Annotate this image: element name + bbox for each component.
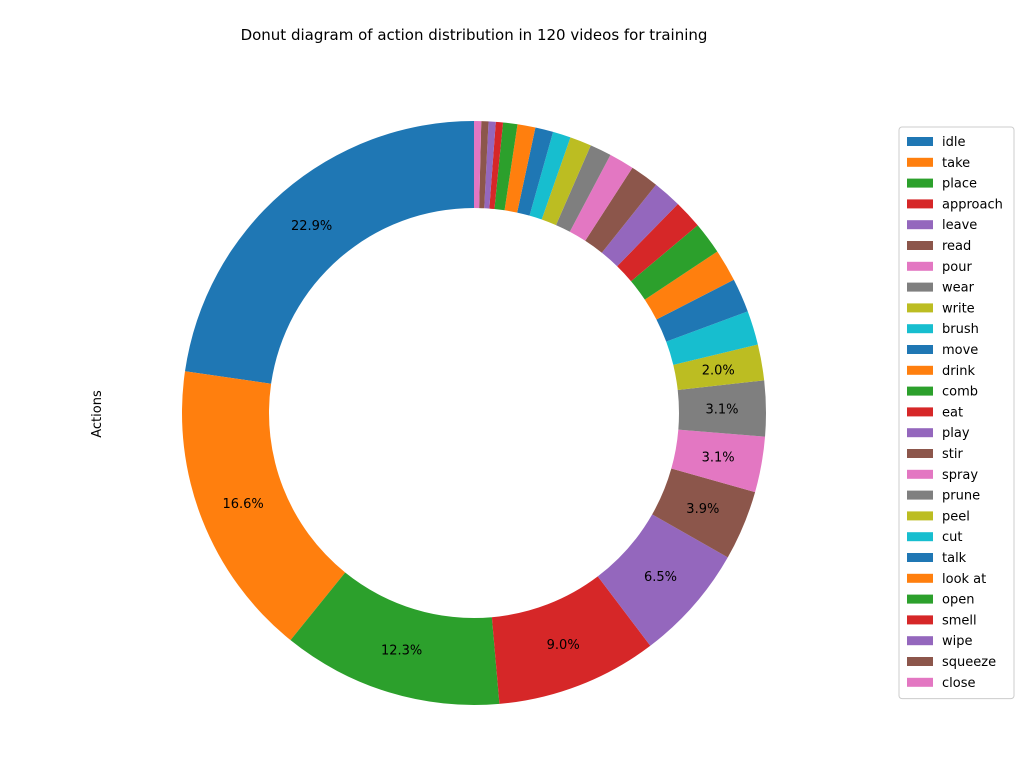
legend-label-write: write xyxy=(942,301,975,316)
slice-read xyxy=(652,468,756,558)
slice-spray xyxy=(569,154,633,241)
pct-label-write: 2.0% xyxy=(702,363,735,378)
legend-label-wipe: wipe xyxy=(942,634,973,649)
legend-label-cut: cut xyxy=(942,530,962,545)
slice-write xyxy=(673,344,765,391)
legend-label-brush: brush xyxy=(942,322,979,337)
legend-swatch-move xyxy=(907,345,933,354)
legend-swatch-take xyxy=(907,157,933,167)
slice-close xyxy=(474,121,482,209)
legend-swatch-eat xyxy=(907,407,933,417)
legend-swatch-spray xyxy=(907,469,933,479)
slice-talk xyxy=(517,127,554,216)
slice-brush xyxy=(666,311,758,365)
legend-swatch-talk xyxy=(907,553,933,562)
legend-label-leave: leave xyxy=(942,218,977,233)
legend-label-play: play xyxy=(942,426,970,441)
legend-label-squeeze: squeeze xyxy=(942,655,996,670)
slice-pour xyxy=(671,429,766,493)
legend-swatch-pour xyxy=(907,261,933,271)
legend-label-spray: spray xyxy=(942,468,978,483)
legend-swatch-look-at xyxy=(907,573,933,583)
legend-label-eat: eat xyxy=(942,405,963,420)
pct-label-idle: 22.9% xyxy=(291,219,332,234)
legend-label-open: open xyxy=(942,593,974,608)
legend-label-peel: peel xyxy=(942,509,970,524)
legend-swatch-drink xyxy=(907,365,933,375)
slice-squeeze xyxy=(479,121,489,209)
y-axis-label: Actions xyxy=(90,390,105,438)
slice-wipe xyxy=(484,121,496,209)
legend-swatch-squeeze xyxy=(907,657,933,666)
legend-label-idle: idle xyxy=(942,135,965,150)
legend-swatch-play xyxy=(907,428,933,438)
legend-label-close: close xyxy=(942,676,975,691)
legend-label-talk: talk xyxy=(942,551,967,566)
slice-take xyxy=(182,371,346,641)
legend: idle take place approach leave read pour wear wr… xyxy=(898,126,1015,700)
legend-swatch-approach xyxy=(907,199,933,209)
legend-label-stir: stir xyxy=(942,447,963,462)
percentage-labels: 22.9% 16.6% 12.3% 9.0% 6.5% 3.9% 3.1% 3.1% 2.0% xyxy=(222,219,738,659)
slice-smell xyxy=(489,121,504,210)
slice-look-at xyxy=(504,124,536,213)
legend-swatch-idle xyxy=(907,137,933,146)
legend-label-smell: smell xyxy=(942,613,977,628)
legend-label-move: move xyxy=(942,343,978,358)
chart-title: Donut diagram of action distribution in … xyxy=(241,26,708,44)
legend-label-pour: pour xyxy=(942,260,972,275)
slice-comb xyxy=(631,225,718,300)
legend-swatch-comb xyxy=(907,386,933,396)
slice-prune xyxy=(555,145,611,232)
legend-swatch-place xyxy=(907,178,933,188)
legend-swatch-leave xyxy=(907,220,933,230)
slice-peel xyxy=(541,137,591,226)
legend-swatch-close xyxy=(907,677,933,687)
slice-stir xyxy=(585,167,657,253)
legend-swatch-smell xyxy=(907,615,933,625)
pct-label-leave: 6.5% xyxy=(644,570,677,585)
pct-label-take: 16.6% xyxy=(222,497,263,512)
legend-swatch-write xyxy=(907,303,933,313)
legend-label-drink: drink xyxy=(942,364,975,379)
legend-label-take: take xyxy=(942,156,970,171)
pct-label-approach: 9.0% xyxy=(547,638,580,653)
legend-label-read: read xyxy=(942,239,971,254)
legend-swatch-cut xyxy=(907,532,933,542)
slice-approach xyxy=(491,576,651,704)
legend-swatch-wear xyxy=(907,282,933,292)
slice-drink xyxy=(644,251,734,320)
legend-swatch-peel xyxy=(907,511,933,521)
slice-idle xyxy=(184,121,474,384)
pct-label-read: 3.9% xyxy=(686,502,719,517)
donut-slices xyxy=(182,121,766,705)
slice-eat xyxy=(617,203,698,282)
legend-label-approach: approach xyxy=(942,197,1003,212)
legend-swatch-open xyxy=(907,594,933,604)
slice-play xyxy=(601,184,678,267)
slice-move xyxy=(656,279,748,342)
legend-swatch-brush xyxy=(907,324,933,334)
legend-label-place: place xyxy=(942,177,977,192)
pct-label-place: 12.3% xyxy=(381,644,422,659)
legend-label-wear: wear xyxy=(942,281,975,296)
slice-cut xyxy=(529,131,571,220)
slice-place xyxy=(290,572,500,705)
slice-wear xyxy=(677,380,766,437)
pct-label-pour: 3.1% xyxy=(702,450,735,465)
legend-label-comb: comb xyxy=(942,385,978,400)
slice-open xyxy=(494,122,518,211)
legend-label-look-at: look at xyxy=(942,572,986,587)
legend-swatch-stir xyxy=(907,449,933,458)
legend-swatch-prune xyxy=(907,490,933,500)
legend-label-prune: prune xyxy=(942,489,980,504)
slice-leave xyxy=(597,514,728,646)
legend-swatch-read xyxy=(907,241,933,250)
legend-swatch-wipe xyxy=(907,636,933,646)
pct-label-wear: 3.1% xyxy=(705,403,738,418)
